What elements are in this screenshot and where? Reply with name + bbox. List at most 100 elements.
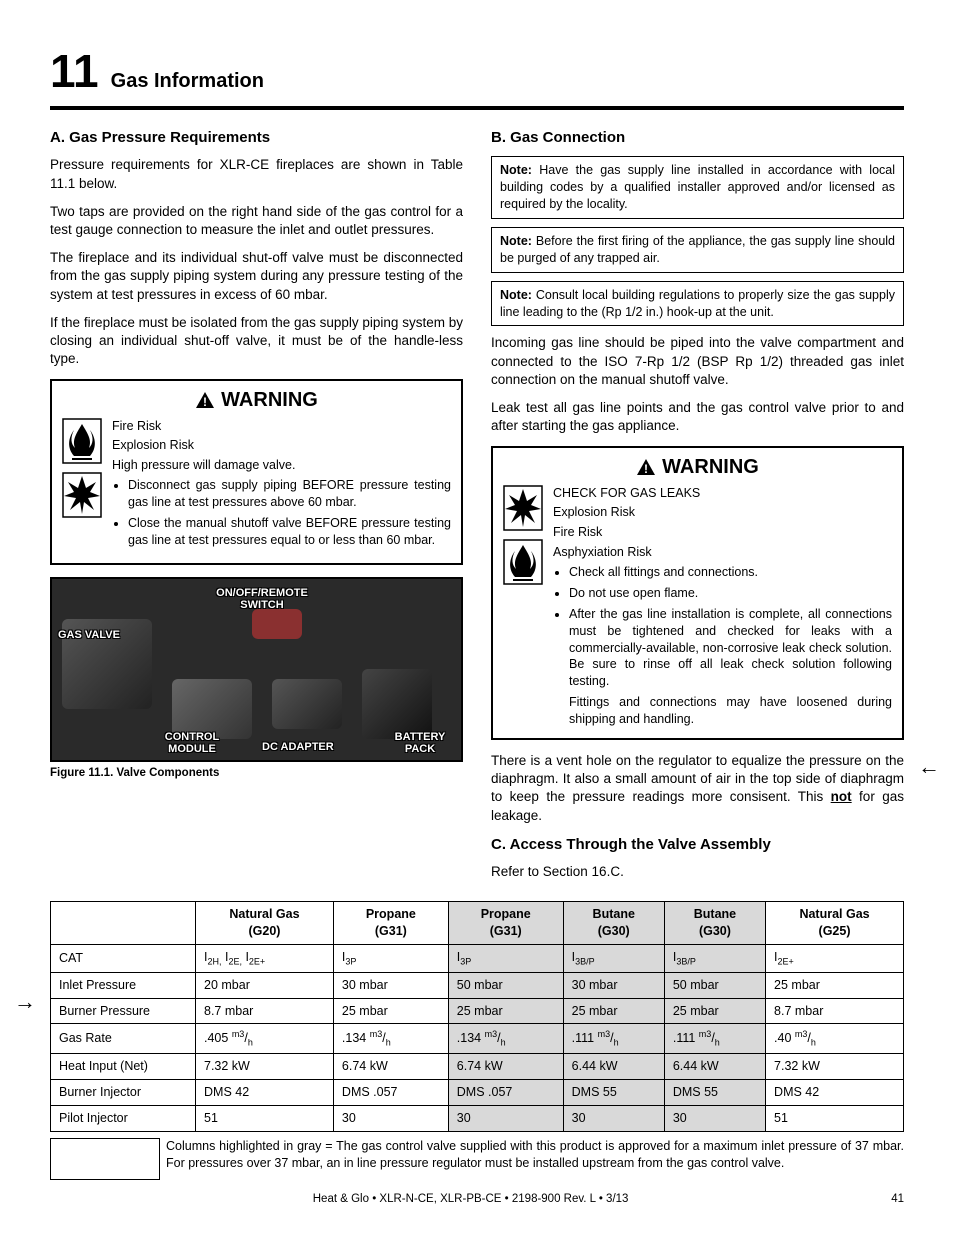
warning-b-title: ! WARNING: [503, 454, 892, 481]
alert-triangle-icon: !: [195, 391, 215, 409]
table-cell: 30: [563, 1105, 664, 1131]
table-note-text: Columns highlighted in gray = The gas co…: [166, 1138, 904, 1172]
warning-a-icons: [62, 418, 102, 518]
fig-label-switch: ON/OFF/REMOTE SWITCH: [202, 587, 322, 611]
warn-a-risk2: Explosion Risk: [112, 437, 451, 454]
table-cell: .134 m3/h: [448, 1024, 563, 1054]
table-cell: DMS 55: [563, 1080, 664, 1106]
svg-text:!: !: [203, 395, 207, 409]
row-label: Pilot Injector: [51, 1105, 196, 1131]
explosion-icon: [62, 472, 102, 518]
table-cell: DMS 42: [766, 1080, 904, 1106]
warning-a: ! WARNING Fire Risk Explosion Risk High …: [50, 379, 463, 565]
table-cell: 25 mbar: [766, 972, 904, 998]
table-row: Inlet Pressure20 mbar30 mbar50 mbar30 mb…: [51, 972, 904, 998]
table-cell: 30: [664, 1105, 765, 1131]
section-a-p2: Two taps are provided on the right hand …: [50, 203, 463, 239]
table-row: Heat Input (Net)7.32 kW6.74 kW6.74 kW6.4…: [51, 1054, 904, 1080]
left-column: A. Gas Pressure Requirements Pressure re…: [50, 122, 463, 891]
arrow-right-icon: →: [14, 987, 36, 1017]
row-label: Heat Input (Net): [51, 1054, 196, 1080]
table-cell: 8.7 mbar: [766, 998, 904, 1024]
figure-caption: Figure 11.1. Valve Components: [50, 766, 463, 782]
note-2: Note: Before the first firing of the app…: [491, 227, 904, 273]
table-cell: I2E+: [766, 945, 904, 973]
warning-b-title-text: WARNING: [662, 454, 759, 481]
fig-label-battery: BATTERY PACK: [385, 731, 455, 755]
table-cell: I3P: [333, 945, 448, 973]
table-cell: 50 mbar: [448, 972, 563, 998]
row-label: Burner Pressure: [51, 998, 196, 1024]
table-header: Natural Gas(G20): [196, 902, 334, 945]
table-note: Columns highlighted in gray = The gas co…: [50, 1138, 904, 1180]
chapter-header: 11 Gas Information: [50, 40, 904, 102]
arrow-left-icon: ←: [918, 752, 940, 782]
warn-a-li2: Close the manual shutoff valve BEFORE pr…: [128, 515, 451, 549]
note-3: Note: Consult local building regulations…: [491, 281, 904, 327]
note-1: Note: Have the gas supply line installed…: [491, 156, 904, 219]
table-cell: 6.44 kW: [563, 1054, 664, 1080]
row-label: CAT: [51, 945, 196, 973]
figure-valve: GAS VALVE ON/OFF/REMOTE SWITCH CONTROL M…: [50, 577, 463, 762]
footer-page: 41: [891, 1192, 904, 1208]
table-row: Burner Pressure8.7 mbar25 mbar25 mbar25 …: [51, 998, 904, 1024]
table-header: [51, 902, 196, 945]
table-cell: I3B/P: [563, 945, 664, 973]
warning-a-title-text: WARNING: [221, 387, 318, 414]
table-row: CATI2H, I2E, I2E+I3PI3PI3B/PI3B/PI2E+: [51, 945, 904, 973]
table-cell: 25 mbar: [333, 998, 448, 1024]
fire-icon: [503, 539, 543, 585]
warn-a-risk1: Fire Risk: [112, 418, 451, 435]
row-label: Inlet Pressure: [51, 972, 196, 998]
table-cell: 30 mbar: [563, 972, 664, 998]
footer-center: Heat & Glo • XLR-N-CE, XLR-PB-CE • 2198-…: [313, 1192, 629, 1208]
svg-text:!: !: [644, 462, 648, 476]
table-cell: I3B/P: [664, 945, 765, 973]
section-a-p1: Pressure requirements for XLR-CE firepla…: [50, 156, 463, 192]
warn-a-li1: Disconnect gas supply piping BEFORE pres…: [128, 477, 451, 511]
table-cell: 7.32 kW: [766, 1054, 904, 1080]
table-cell: DMS .057: [448, 1080, 563, 1106]
section-a-head: A. Gas Pressure Requirements: [50, 128, 463, 148]
table-cell: 25 mbar: [448, 998, 563, 1024]
table-cell: .405 m3/h: [196, 1024, 334, 1054]
table-cell: 6.74 kW: [448, 1054, 563, 1080]
table-cell: DMS 55: [664, 1080, 765, 1106]
warn-a-risk3: High pressure will damage valve.: [112, 457, 451, 474]
warning-a-title: ! WARNING: [62, 387, 451, 414]
section-c-p1: Refer to Section 16.C.: [491, 863, 904, 881]
row-label: Burner Injector: [51, 1080, 196, 1106]
table-cell: 6.44 kW: [664, 1054, 765, 1080]
fig-label-gas-valve: GAS VALVE: [58, 629, 120, 641]
section-a-p3: The fireplace and its individual shut-of…: [50, 249, 463, 304]
section-b-head: B. Gas Connection: [491, 128, 904, 148]
table-cell: 25 mbar: [563, 998, 664, 1024]
table-cell: 30: [448, 1105, 563, 1131]
warn-b-r0: CHECK FOR GAS LEAKS: [553, 485, 892, 502]
footer: Heat & Glo • XLR-N-CE, XLR-PB-CE • 2198-…: [50, 1192, 904, 1208]
section-b2-p1: There is a vent hole on the regulator to…: [491, 752, 904, 825]
table-header: Butane(G30): [664, 902, 765, 945]
table-cell: .111 m3/h: [664, 1024, 765, 1054]
explosion-icon: [503, 485, 543, 531]
table-cell: 6.74 kW: [333, 1054, 448, 1080]
table-row: Burner InjectorDMS 42DMS .057DMS .057DMS…: [51, 1080, 904, 1106]
warn-b-li2: Do not use open flame.: [569, 585, 892, 602]
table-cell: I3P: [448, 945, 563, 973]
warn-b-r1: Explosion Risk: [553, 504, 892, 521]
warning-b-icons: [503, 485, 543, 585]
warn-b-li3: After the gas line installation is compl…: [569, 606, 892, 690]
table-cell: DMS .057: [333, 1080, 448, 1106]
section-b-p2: Leak test all gas line points and the ga…: [491, 399, 904, 435]
table-cell: 8.7 mbar: [196, 998, 334, 1024]
gas-data-table: Natural Gas(G20)Propane(G31)Propane(G31)…: [50, 901, 904, 1132]
table-cell: .111 m3/h: [563, 1024, 664, 1054]
section-b-p1: Incoming gas line should be piped into t…: [491, 334, 904, 389]
table-cell: .134 m3/h: [333, 1024, 448, 1054]
table-cell: 20 mbar: [196, 972, 334, 998]
table-cell: 50 mbar: [664, 972, 765, 998]
table-header: Butane(G30): [563, 902, 664, 945]
table-cell: 7.32 kW: [196, 1054, 334, 1080]
table-header: Propane(G31): [448, 902, 563, 945]
table-header: Propane(G31): [333, 902, 448, 945]
